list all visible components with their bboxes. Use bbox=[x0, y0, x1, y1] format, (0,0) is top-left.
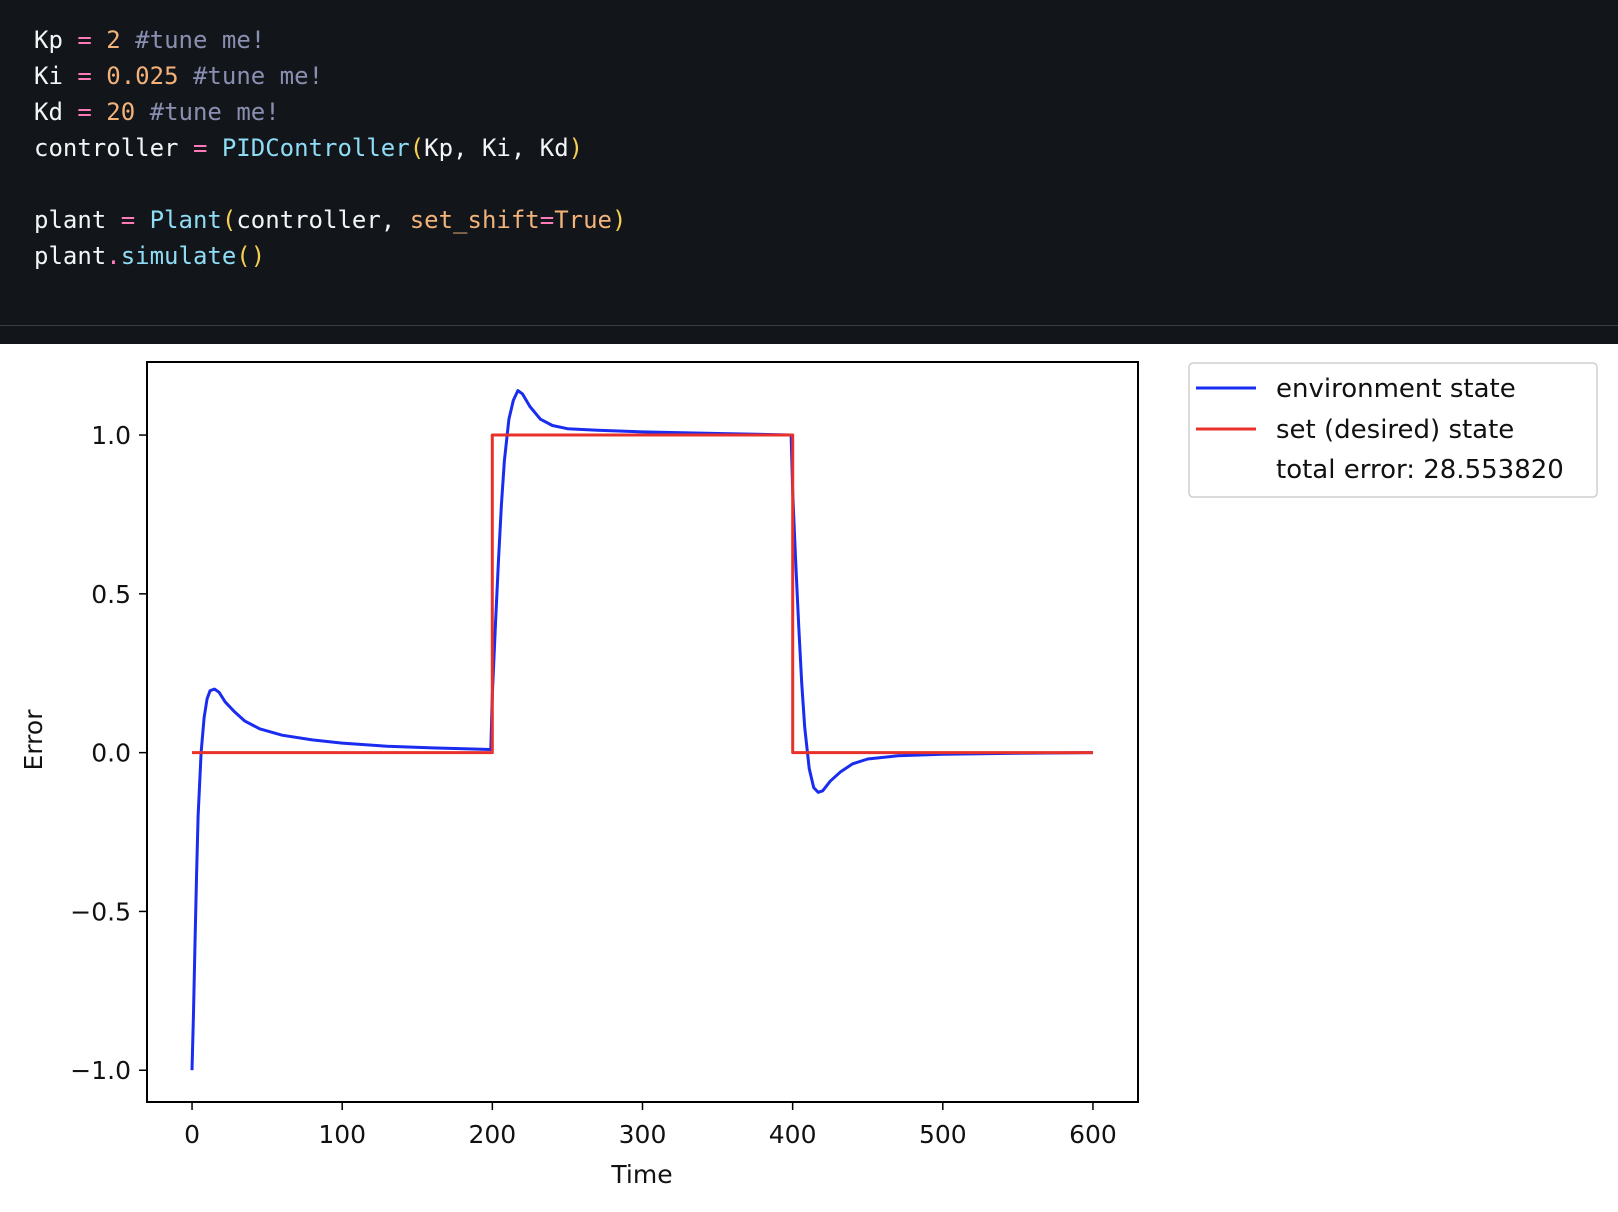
code-token bbox=[92, 98, 106, 126]
series-line-environment-state bbox=[190, 389, 1094, 1071]
x-tick-label: 300 bbox=[619, 1120, 667, 1149]
code-token: 0.025 bbox=[106, 62, 179, 90]
code-token bbox=[106, 206, 120, 234]
code-line: plant.simulate() bbox=[34, 238, 626, 274]
code-token: ( bbox=[221, 206, 237, 234]
code-line: Kp = 2 #tune me! bbox=[34, 22, 626, 58]
pid-error-chart: 0 100 200 300 400 500 600 −1.0 −0.5 0.0 0.5 1.0 Ti… bbox=[19, 361, 1598, 1189]
code-token: = bbox=[539, 206, 555, 234]
y-tick-label: 0.0 bbox=[91, 739, 131, 768]
code-line: controller = PIDController(Kp, Ki, Kd) bbox=[34, 130, 626, 166]
code-token: True bbox=[554, 206, 612, 234]
code-line bbox=[34, 166, 626, 202]
code-token: 2 bbox=[106, 26, 121, 54]
code-token: ) bbox=[568, 134, 584, 162]
code-token: plant bbox=[34, 242, 107, 270]
code-token bbox=[92, 26, 106, 54]
code-token: Plant bbox=[149, 206, 222, 234]
y-tick-label: −1.0 bbox=[70, 1056, 131, 1085]
code-token: = bbox=[77, 62, 92, 90]
output-cell: 0 100 200 300 400 500 600 −1.0 −0.5 0.0 0.5 1.0 Ti… bbox=[0, 344, 1618, 1208]
code-line: Ki = 0.025 #tune me! bbox=[34, 58, 626, 94]
code-token: Ki bbox=[34, 62, 63, 90]
code-token: = bbox=[77, 26, 92, 54]
code-token bbox=[92, 62, 106, 90]
x-tick-label: 400 bbox=[769, 1120, 817, 1149]
code-token bbox=[207, 134, 221, 162]
legend-box bbox=[1188, 362, 1598, 498]
code-line: plant = Plant(controller, set_shift=True… bbox=[34, 202, 626, 238]
code-token: ) bbox=[612, 206, 627, 234]
series-line-set-state bbox=[192, 433, 1093, 755]
x-axis-ticks: 0 100 200 300 400 500 600 bbox=[184, 1102, 1117, 1149]
code-token: Kp, Ki, Kd bbox=[424, 134, 569, 162]
code-token bbox=[121, 26, 135, 54]
code-token: = bbox=[192, 134, 208, 162]
code-token: plant bbox=[34, 206, 107, 234]
x-tick-label: 100 bbox=[318, 1120, 366, 1149]
x-tick-label: 500 bbox=[919, 1120, 967, 1149]
code-token: #tune me! bbox=[149, 98, 280, 126]
code-token: Kp bbox=[34, 26, 63, 54]
code-token: #tune me! bbox=[135, 26, 266, 54]
legend-total-error: total error: 28.553820 bbox=[1276, 455, 1564, 485]
x-tick-label: 200 bbox=[468, 1120, 516, 1149]
legend-label-set-state: set (desired) state bbox=[1276, 415, 1514, 445]
x-tick-label: 0 bbox=[184, 1120, 200, 1149]
code-token: () bbox=[236, 242, 266, 270]
code-token: 20 bbox=[106, 98, 136, 126]
code-token: #tune me! bbox=[192, 62, 324, 90]
y-axis-label: Error bbox=[19, 709, 48, 771]
cell-separator bbox=[0, 326, 1618, 344]
code-token: PIDController bbox=[221, 134, 410, 162]
code-token: ( bbox=[409, 134, 425, 162]
code-token: . bbox=[106, 242, 121, 270]
code-token: set_shift bbox=[409, 206, 540, 234]
legend-label-environment-state: environment state bbox=[1276, 374, 1516, 404]
code-token bbox=[135, 206, 149, 234]
x-tick-label: 600 bbox=[1069, 1120, 1117, 1149]
y-tick-label: 0.5 bbox=[91, 580, 131, 609]
code-token: controller, bbox=[236, 206, 410, 234]
code-editor[interactable]: Kp = 2 #tune me! Ki = 0.025 #tune me! Kd =… bbox=[34, 22, 626, 274]
code-token: = bbox=[120, 206, 136, 234]
code-token: controller bbox=[34, 134, 179, 162]
code-line: Kd = 20 #tune me! bbox=[34, 94, 626, 130]
code-token bbox=[135, 98, 149, 126]
code-token: Kd bbox=[34, 98, 63, 126]
x-axis-label: Time bbox=[610, 1160, 672, 1189]
series-lines bbox=[190, 389, 1094, 1071]
code-token bbox=[63, 62, 77, 90]
code-token bbox=[179, 134, 193, 162]
code-cell[interactable]: Kp = 2 #tune me! Ki = 0.025 #tune me! Kd =… bbox=[0, 0, 1618, 326]
code-token bbox=[63, 26, 77, 54]
code-token: = bbox=[77, 98, 92, 126]
code-token bbox=[179, 62, 193, 90]
y-axis-ticks: −1.0 −0.5 0.0 0.5 1.0 bbox=[70, 421, 147, 1085]
y-tick-label: 1.0 bbox=[91, 421, 131, 450]
legend: environment state set (desired) state to… bbox=[1188, 362, 1598, 498]
code-token bbox=[63, 98, 77, 126]
y-tick-label: −0.5 bbox=[70, 897, 131, 926]
plot-area bbox=[146, 361, 1139, 1103]
code-token: simulate bbox=[120, 242, 237, 270]
